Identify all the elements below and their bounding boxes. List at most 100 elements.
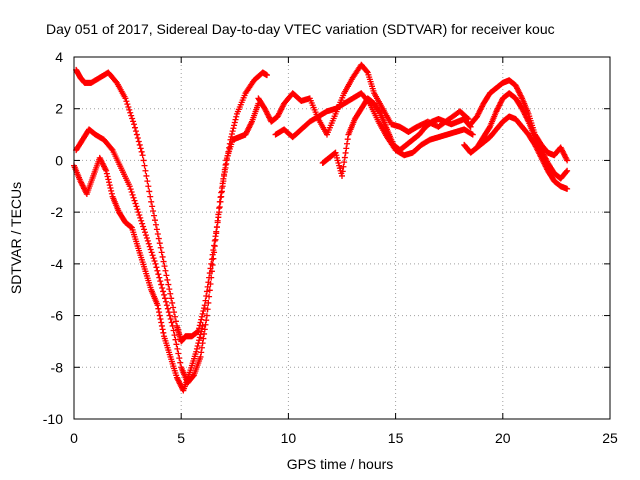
data-point xyxy=(174,345,181,352)
data-point xyxy=(161,263,168,270)
data-point xyxy=(132,128,139,135)
data-point xyxy=(159,326,166,333)
plot-frame xyxy=(73,56,611,420)
series-track-f xyxy=(319,95,474,179)
data-point xyxy=(129,115,136,122)
y-tick-label: -10 xyxy=(43,411,63,427)
data-point xyxy=(221,171,228,178)
data-point xyxy=(153,226,160,233)
data-point xyxy=(159,253,166,260)
data-point xyxy=(165,281,172,288)
data-point xyxy=(126,106,133,113)
data-point xyxy=(193,345,200,352)
x-tick-label: 15 xyxy=(388,430,404,446)
data-point xyxy=(126,183,133,190)
data-point xyxy=(145,240,152,247)
data-point xyxy=(203,288,210,295)
data-point xyxy=(149,252,156,259)
data-point xyxy=(215,211,222,218)
data-point xyxy=(130,118,137,125)
data-point xyxy=(150,207,157,214)
data-point xyxy=(172,313,179,320)
data-point xyxy=(231,122,238,129)
data-point xyxy=(157,244,164,251)
data-point xyxy=(162,295,169,302)
data-point xyxy=(138,148,145,155)
data-point xyxy=(198,328,205,335)
data-point xyxy=(152,221,159,228)
data-point xyxy=(165,309,172,316)
data-point xyxy=(158,322,165,329)
data-point xyxy=(133,131,140,138)
data-point xyxy=(138,217,145,224)
data-point xyxy=(196,334,203,341)
series-track-c xyxy=(71,154,206,394)
data-point xyxy=(160,258,167,265)
series-track-h xyxy=(461,90,571,182)
data-point xyxy=(135,209,142,216)
data-point xyxy=(135,138,142,145)
data-point xyxy=(103,170,110,177)
series-track-d xyxy=(255,61,472,138)
series-track-i xyxy=(474,113,571,192)
data-point xyxy=(154,230,161,237)
data-point xyxy=(106,182,113,189)
data-point xyxy=(146,188,153,195)
x-tick-label: 10 xyxy=(281,430,297,446)
data-point xyxy=(157,316,164,323)
data-point xyxy=(201,305,208,312)
data-point xyxy=(136,212,143,219)
data-point xyxy=(219,180,226,187)
data-point xyxy=(208,268,215,275)
data-point xyxy=(156,240,163,247)
data-point xyxy=(197,319,204,326)
data-point xyxy=(134,206,141,213)
data-point xyxy=(211,243,218,250)
data-point xyxy=(339,168,346,175)
data-point xyxy=(151,217,158,224)
data-point xyxy=(343,145,350,152)
series-track-a xyxy=(73,66,270,345)
data-point xyxy=(128,189,135,196)
data-point xyxy=(153,264,160,271)
data-point xyxy=(170,327,177,334)
data-point xyxy=(168,295,175,302)
data-point xyxy=(141,226,148,233)
data-point xyxy=(217,194,224,201)
ticks xyxy=(73,56,611,420)
data-point xyxy=(162,298,169,305)
data-point xyxy=(207,280,214,287)
data-point xyxy=(198,344,205,351)
data-point xyxy=(364,68,371,75)
y-tick-label: 4 xyxy=(55,49,63,65)
series-track-e xyxy=(272,90,476,159)
data-point xyxy=(159,284,166,291)
data-point xyxy=(155,235,162,242)
data-point xyxy=(228,130,235,137)
data-point xyxy=(206,287,213,294)
data-point xyxy=(147,246,154,253)
data-point xyxy=(140,223,147,230)
data-point xyxy=(341,154,348,161)
data-point xyxy=(263,72,270,79)
series-track-b xyxy=(73,100,262,386)
data-point xyxy=(123,98,130,105)
data-point xyxy=(199,310,206,317)
data-point xyxy=(203,312,210,319)
data-point xyxy=(107,185,114,192)
data-point xyxy=(169,322,176,329)
data-point xyxy=(173,341,180,348)
data-point xyxy=(232,116,239,123)
data-point xyxy=(202,321,209,328)
data-point xyxy=(148,198,155,205)
data-point xyxy=(127,186,134,193)
data-point xyxy=(193,348,200,355)
data-point xyxy=(166,312,173,319)
data-point xyxy=(133,203,140,210)
data-point xyxy=(160,329,167,336)
data-point xyxy=(221,166,228,173)
data-point xyxy=(163,272,170,279)
data-point xyxy=(195,340,202,347)
data-point xyxy=(218,189,225,196)
data-point xyxy=(156,309,163,316)
